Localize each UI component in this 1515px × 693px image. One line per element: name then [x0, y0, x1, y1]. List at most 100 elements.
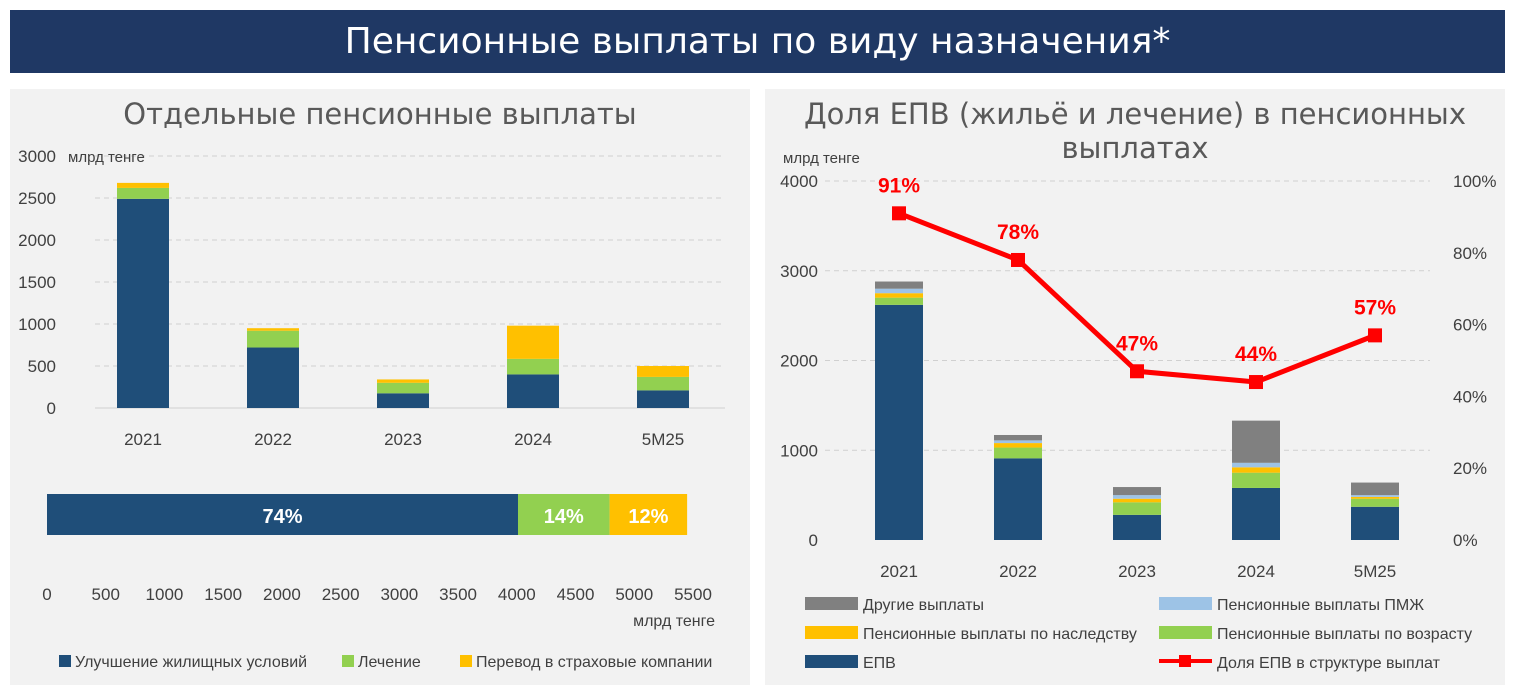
left-panel: Отдельные пенсионные выплаты 0 500 1000 150… [10, 89, 750, 685]
x-tick-label: 2021 [880, 562, 918, 581]
share-marker [1130, 364, 1144, 379]
x-tick-label: 2024 [1237, 562, 1275, 581]
bar-treatment [1232, 472, 1280, 488]
page-title: Пенсионные выплаты по виду назначения* [10, 10, 1505, 73]
share-label: 12% [628, 506, 668, 528]
right-chart-title: Доля ЕПВ (жильё и лечение) в пенсионных … [803, 97, 1466, 165]
legend-swatch-treatment [1159, 626, 1212, 639]
legend-swatch-housing [59, 655, 71, 667]
bar-housing [507, 374, 559, 408]
separate-payments-chart: 0 500 1000 1500 2000 2500 3000 млрд тенге 2021 20… [18, 147, 725, 671]
share-x-tick-label: 1000 [146, 585, 184, 604]
legend-swatch-marker [1179, 655, 1191, 667]
bar-other [1232, 420, 1280, 463]
legend-swatch-treatment [342, 655, 354, 667]
y2-tick-label: 80% [1453, 244, 1487, 263]
bar-housing [247, 347, 299, 408]
share-x-tick-label: 4500 [557, 585, 595, 604]
bar-pmzh [875, 288, 923, 294]
legend-label-treatment: Лечение [358, 654, 421, 671]
epv-share-chart: 0 1000 2000 3000 4000 0% 20% 40% 60% 80% 100% млрд … [780, 150, 1496, 672]
share-marker [892, 206, 906, 221]
legend-label-other: Другие выплаты [863, 597, 984, 614]
share-label: 14% [544, 506, 584, 528]
share-marker [1011, 252, 1025, 267]
bar-insurance [875, 293, 923, 298]
bar-other [875, 281, 923, 289]
y-axis-unit-label: млрд тенге [783, 150, 860, 167]
bar-insurance [1113, 498, 1161, 503]
right-panel: Доля ЕПВ (жильё и лечение) в пенсионных … [765, 89, 1505, 685]
y-tick-label: 1500 [18, 273, 56, 292]
share-segment-insurance [609, 494, 688, 535]
legend-label-line: Доля ЕПВ в структуре выплат [1217, 655, 1441, 672]
x-tick-label: 2023 [384, 430, 422, 449]
bar-housing [994, 458, 1042, 540]
legend-label-insurance: Перевод в страховые компании [476, 654, 712, 671]
share-data-label: 57% [1354, 296, 1396, 319]
x-tick-label: 2021 [124, 430, 162, 449]
legend-label-pmzh: Пенсионные выплаты ПМЖ [1217, 597, 1424, 614]
bar-treatment [875, 297, 923, 305]
y-tick-label: 2000 [18, 231, 56, 250]
share-label: 74% [262, 506, 302, 528]
left-chart-title: Отдельные пенсионные выплаты [123, 97, 637, 131]
bar-housing [377, 393, 429, 408]
x-tick-label: 5M25 [1354, 562, 1397, 581]
x-tick-label: 2022 [254, 430, 292, 449]
legend-label-treatment: Пенсионные выплаты по возрасту [1217, 626, 1472, 643]
legend-label-insurance: Пенсионные выплаты по наследству [863, 626, 1137, 643]
bar-pmzh [1351, 495, 1399, 497]
bar-housing [1351, 506, 1399, 540]
share-x-tick-label: 500 [92, 585, 120, 604]
y2-tick-label: 60% [1453, 316, 1487, 335]
bar-housing [1113, 514, 1161, 540]
y2-tick-label: 0% [1453, 531, 1478, 550]
x-tick-label: 2022 [999, 562, 1037, 581]
bar-insurance [994, 443, 1042, 448]
share-x-tick-label: 0 [42, 585, 51, 604]
legend-label-housing: Улучшение жилищных условий [75, 654, 307, 671]
y-tick-label: 0 [47, 399, 56, 418]
y2-tick-label: 100% [1453, 172, 1496, 191]
y-tick-label: 1000 [780, 441, 818, 460]
y-tick-label: 4000 [780, 172, 818, 191]
y-axis-unit-label: млрд тенге [68, 149, 145, 166]
y-tick-label: 3000 [18, 147, 56, 166]
bar-treatment [994, 447, 1042, 459]
share-x-tick-label: 3000 [380, 585, 418, 604]
y-tick-label: 0 [809, 531, 818, 550]
x-tick-label: 5M25 [642, 430, 685, 449]
share-line [898, 210, 1376, 385]
share-x-tick-label: 3500 [439, 585, 477, 604]
share-x-tick-label: 5500 [674, 585, 712, 604]
share-x-tick-label: 5000 [615, 585, 653, 604]
bar-treatment [117, 187, 169, 199]
bar-other [994, 434, 1042, 441]
share-data-label: 47% [1116, 332, 1158, 355]
bar-pmzh [1232, 462, 1280, 468]
bar-insurance [1232, 467, 1280, 473]
share-x-tick-label: 2000 [263, 585, 301, 604]
bar-insurance [117, 182, 169, 188]
share-marker [1368, 328, 1382, 343]
legend-swatch-housing [805, 655, 858, 668]
y-tick-label: 500 [28, 357, 56, 376]
share-segment-housing [47, 494, 518, 535]
bar-pmzh [994, 440, 1042, 444]
bar-treatment [247, 330, 299, 348]
x-tick-label: 2024 [514, 430, 552, 449]
share-data-label: 91% [878, 174, 920, 197]
bar-housing [1232, 487, 1280, 540]
y2-tick-label: 20% [1453, 459, 1487, 478]
share-marker [1249, 375, 1263, 390]
bar-insurance [247, 328, 299, 331]
bar-treatment [507, 358, 559, 375]
legend-swatch-insurance [460, 655, 472, 667]
share-x-unit-label: млрд тенге [633, 613, 715, 630]
y-tick-label: 3000 [780, 262, 818, 281]
y2-tick-label: 40% [1453, 387, 1487, 406]
share-segment-treatment [517, 494, 610, 535]
legend-swatch-insurance [805, 626, 858, 639]
bar-treatment [1351, 498, 1399, 507]
